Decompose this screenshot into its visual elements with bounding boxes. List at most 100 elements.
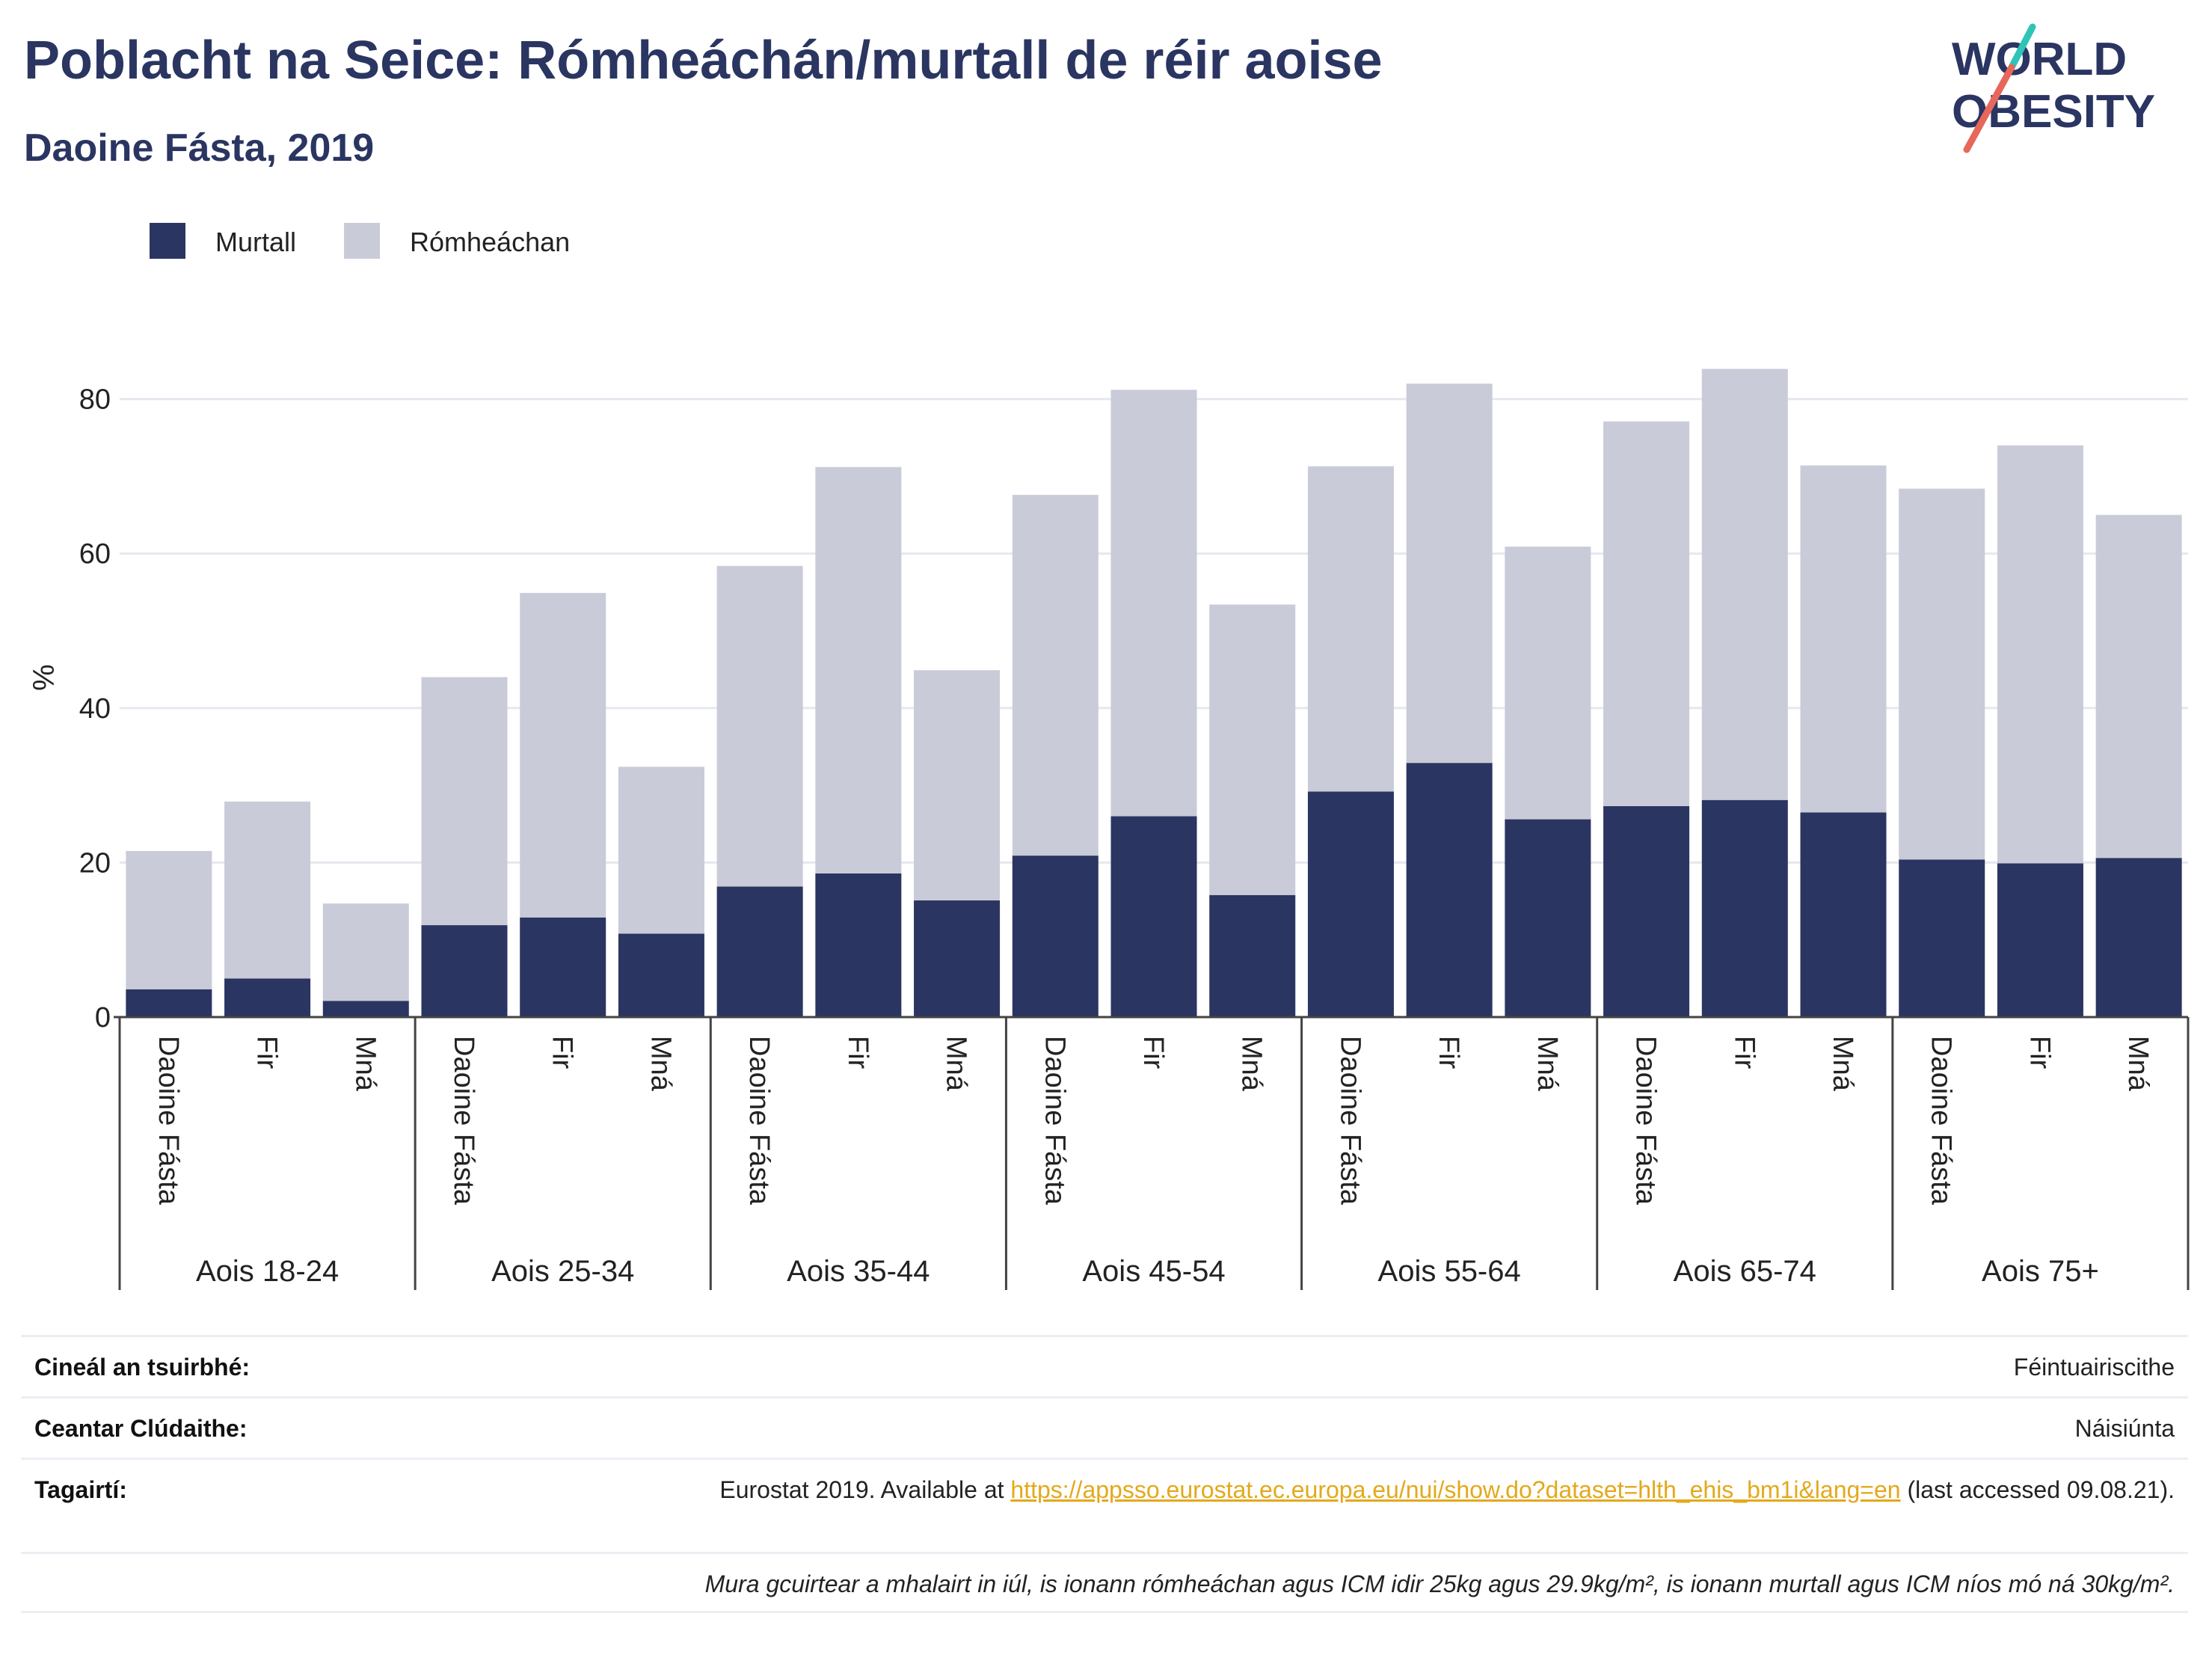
bar-overweight-1-2 <box>618 767 704 934</box>
legend-label-obese: Murtall <box>215 227 296 257</box>
legend-label-overweight: Rómheáchan <box>410 227 570 257</box>
x-subcategory-label: Mná <box>1531 1036 1563 1092</box>
x-group-label: Aois 25-34 <box>491 1255 634 1288</box>
x-subcategory-label: Daoine Fásta <box>1630 1036 1662 1206</box>
obesity-age-chart: Murtall Rómheáchan 0 20 40 60 80% Daoine Fásta F… <box>28 223 2190 1290</box>
bar-overweight-6-1 <box>1997 445 2083 864</box>
bar-overweight-4-1 <box>1406 383 1493 764</box>
bar-obese-4-1 <box>1406 763 1493 1017</box>
survey-type-label: Cineál an tsuirbhé: <box>34 1354 251 1381</box>
bar-obese-5-0 <box>1603 805 1690 1017</box>
x-subcategory-label: Fir <box>1728 1036 1760 1069</box>
references-label: Tagairtí: <box>34 1476 127 1503</box>
bar-overweight-4-2 <box>1505 546 1591 820</box>
bar-overweight-2-1 <box>815 467 902 873</box>
references-value: Eurostat 2019. Available at https://apps… <box>719 1476 2175 1504</box>
bar-overweight-6-2 <box>2095 515 2182 859</box>
bar-obese-3-0 <box>1012 856 1099 1017</box>
x-group-label: Aois 75+ <box>1982 1255 2099 1288</box>
bar-obese-1-0 <box>421 925 508 1017</box>
references-link[interactable]: https://appsso.eurostat.ec.europa.eu/nui… <box>1010 1476 1901 1503</box>
references-prefix: Eurostat 2019. Available at <box>719 1476 1011 1503</box>
x-subcategory-label: Daoine Fásta <box>1926 1036 1957 1206</box>
bar-overweight-2-2 <box>914 670 1001 901</box>
coverage-label: Ceantar Clúdaithe: <box>34 1415 248 1442</box>
definition-note: Mura gcuirtear a mhalairt in iúl, is ion… <box>704 1570 2175 1597</box>
survey-type-value: Féintuairiscithe <box>2013 1354 2175 1381</box>
bar-obese-6-0 <box>1899 859 1985 1017</box>
logo-word-1: WORLD <box>1952 34 2127 85</box>
x-subcategory-label: Fir <box>1137 1036 1169 1069</box>
bar-obese-6-1 <box>1997 863 2083 1017</box>
references-row: Tagairtí: Eurostat 2019. Available at ht… <box>21 1458 2188 1552</box>
bar-overweight-2-0 <box>716 565 803 887</box>
bar-overweight-3-2 <box>1209 604 1296 895</box>
x-group-label: Aois 55-64 <box>1378 1255 1521 1288</box>
bar-obese-3-2 <box>1209 894 1296 1017</box>
bar-overweight-3-1 <box>1110 390 1197 817</box>
bar-obese-2-2 <box>914 900 1001 1017</box>
x-group-label: Aois 65-74 <box>1674 1255 1816 1288</box>
bar-overweight-3-0 <box>1012 494 1099 856</box>
bar-overweight-0-1 <box>224 801 311 979</box>
y-tick-label: 60 <box>79 538 111 570</box>
legend-swatch-obese <box>150 223 185 259</box>
logo-slash-coral <box>1963 64 2015 153</box>
x-subcategory-label: Mná <box>1827 1036 1858 1092</box>
references-suffix: (last accessed 09.08.21). <box>1900 1476 2175 1503</box>
bar-obese-0-1 <box>224 978 311 1017</box>
y-tick-label: 20 <box>79 847 111 879</box>
bar-obese-5-1 <box>1701 799 1788 1017</box>
bar-overweight-4-0 <box>1307 466 1394 792</box>
bar-overweight-5-0 <box>1603 421 1690 806</box>
bar-overweight-6-0 <box>1899 488 1985 860</box>
x-subcategory-label: Daoine Fásta <box>1334 1036 1365 1206</box>
bar-obese-2-0 <box>716 886 803 1017</box>
x-subcategory-label: Fir <box>1433 1036 1464 1069</box>
survey-type-row: Cineál an tsuirbhé: Féintuairiscithe <box>21 1335 2188 1396</box>
bar-overweight-5-1 <box>1701 369 1788 800</box>
y-tick-label: 80 <box>79 384 111 416</box>
x-subcategory-label: Fir <box>547 1036 578 1069</box>
x-group-label: Aois 35-44 <box>787 1255 930 1288</box>
bar-obese-3-1 <box>1110 816 1197 1017</box>
bar-obese-1-2 <box>618 933 704 1017</box>
x-subcategory-label: Mná <box>941 1036 972 1092</box>
page-title: Poblacht na Seice: Rómheáchán/murtall de… <box>24 31 1383 90</box>
y-axis-title: % <box>28 664 61 691</box>
logo-slash-teal <box>2008 23 2036 71</box>
x-subcategory-label: Fir <box>251 1036 283 1069</box>
x-subcategory-label: Mná <box>645 1036 676 1092</box>
x-subcategory-label: Daoine Fásta <box>448 1036 479 1206</box>
x-group-label: Aois 45-54 <box>1082 1255 1225 1288</box>
definition-note-row: Mura gcuirtear a mhalairt in iúl, is ion… <box>21 1552 2188 1613</box>
page-subtitle: Daoine Fásta, 2019 <box>24 126 375 170</box>
bar-obese-4-2 <box>1505 819 1591 1017</box>
coverage-row: Ceantar Clúdaithe: Náisiúnta <box>21 1396 2188 1458</box>
bar-obese-5-2 <box>1800 812 1887 1017</box>
metadata-table: Cineál an tsuirbhé: Féintuairiscithe Cea… <box>21 1335 2188 1613</box>
bar-overweight-5-2 <box>1800 465 1887 813</box>
world-obesity-logo: WORLD OBESITY <box>1952 23 2155 153</box>
y-tick-label: 40 <box>79 693 111 725</box>
legend-swatch-overweight <box>344 223 380 259</box>
bar-obese-0-0 <box>126 989 212 1017</box>
x-subcategory-label: Daoine Fásta <box>1039 1036 1070 1206</box>
x-subcategory-label: Mná <box>2122 1036 2154 1092</box>
bar-overweight-0-0 <box>126 850 212 989</box>
bar-overweight-0-2 <box>322 903 409 1001</box>
x-subcategory-label: Mná <box>349 1036 381 1092</box>
coverage-value: Náisiúnta <box>2074 1415 2175 1442</box>
bar-obese-4-0 <box>1307 791 1394 1017</box>
x-subcategory-label: Daoine Fásta <box>743 1036 775 1206</box>
bar-overweight-1-1 <box>520 592 606 918</box>
x-subcategory-label: Fir <box>2024 1036 2055 1069</box>
bar-obese-6-2 <box>2095 858 2182 1017</box>
bar-obese-2-1 <box>815 873 902 1017</box>
bar-overweight-1-0 <box>421 677 508 926</box>
y-tick-label: 0 <box>95 1002 111 1034</box>
x-group-label: Aois 18-24 <box>196 1255 339 1288</box>
x-subcategory-label: Fir <box>842 1036 873 1069</box>
bar-obese-1-1 <box>520 917 606 1017</box>
x-subcategory-label: Mná <box>1236 1036 1268 1092</box>
